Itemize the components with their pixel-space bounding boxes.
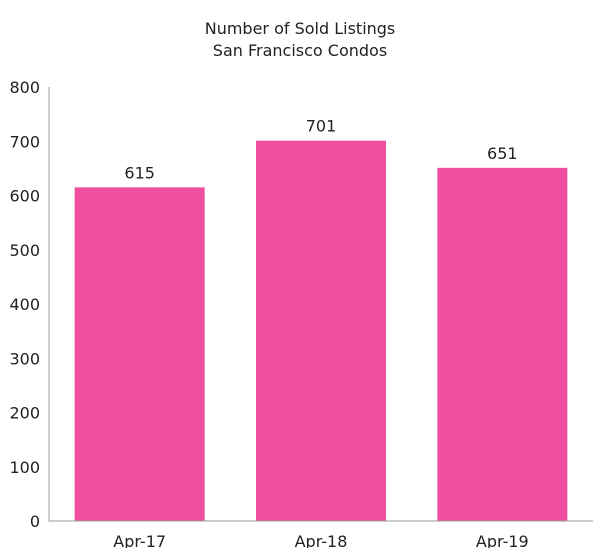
y-tick-label: 200 <box>9 404 40 423</box>
bar <box>437 167 568 521</box>
bar-data-label: 701 <box>306 117 337 136</box>
y-tick-label: 0 <box>30 512 40 531</box>
chart-title: Number of Sold Listings <box>204 19 396 38</box>
bar <box>256 140 386 521</box>
x-tick-label: Apr-17 <box>113 532 166 548</box>
bar-series <box>74 140 568 522</box>
y-tick-label: 500 <box>9 241 40 260</box>
y-tick-label: 600 <box>9 187 40 206</box>
bar-data-label: 651 <box>487 144 518 163</box>
x-tick-label: Apr-18 <box>295 532 348 548</box>
y-tick-label: 100 <box>9 458 40 477</box>
bar-data-labels: 615 701 651 <box>124 117 517 183</box>
x-tick-label: Apr-19 <box>476 532 529 548</box>
y-axis-ticks: 0 100 200 300 400 500 600 700 800 <box>9 78 40 531</box>
chart-subtitle: San Francisco Condos <box>212 41 388 60</box>
bar-data-label: 615 <box>124 163 155 182</box>
y-tick-label: 300 <box>9 349 40 368</box>
y-tick-label: 700 <box>9 132 40 151</box>
y-tick-label: 800 <box>9 78 40 97</box>
y-tick-label: 400 <box>9 295 40 314</box>
bar <box>74 187 205 522</box>
x-axis-ticks: Apr-17 Apr-18 Apr-19 <box>113 532 528 548</box>
